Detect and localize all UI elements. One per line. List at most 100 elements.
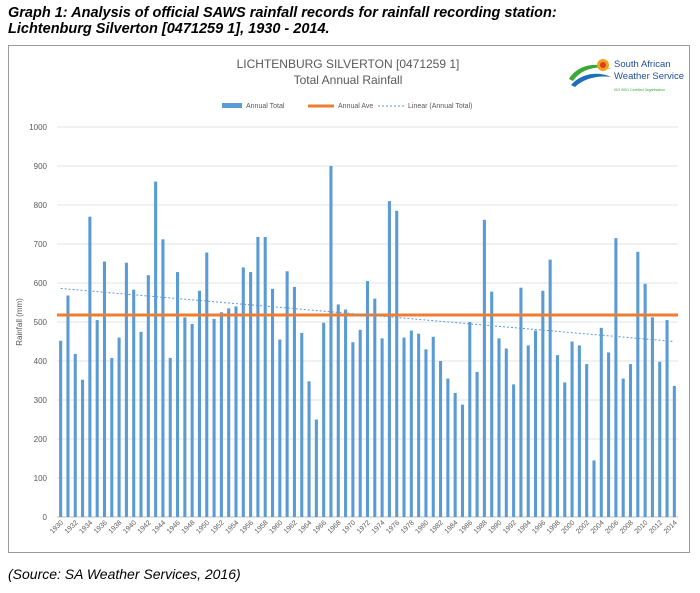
legend-label-linear: Linear (Annual Total)	[408, 103, 472, 110]
x-tick-label: 1936	[93, 519, 109, 535]
x-tick-label: 1944	[151, 519, 167, 535]
bar	[563, 382, 567, 517]
x-tick-label: 2010	[634, 519, 650, 535]
bar	[475, 371, 479, 517]
y-tick-label: 100	[34, 474, 48, 483]
bar	[665, 320, 669, 517]
saws-logo: South African Weather Service ISO 9001 C…	[569, 59, 684, 92]
x-tick-label: 1986	[458, 519, 474, 535]
bar	[132, 289, 136, 517]
bar	[146, 275, 150, 517]
x-tick-label: 1954	[224, 519, 240, 535]
bar	[161, 239, 165, 517]
bar	[373, 298, 377, 517]
x-tick-label: 1934	[78, 519, 94, 535]
bar	[490, 291, 494, 517]
logo-line-1: South African	[614, 59, 671, 70]
x-tick-label: 2012	[648, 519, 664, 535]
logo-swoosh-green-icon	[569, 64, 611, 81]
bar	[263, 236, 267, 518]
bar	[81, 379, 85, 517]
y-tick-labels: 0 100 200 300 400 500 600 700 800 900 1000	[29, 123, 47, 522]
bar	[154, 181, 158, 517]
x-tick-label: 1972	[356, 519, 372, 535]
bar	[541, 290, 545, 517]
bar	[73, 353, 77, 517]
x-tick-label: 1978	[400, 519, 416, 535]
legend-label-annual-total: Annual Total	[246, 103, 285, 110]
bar	[124, 262, 128, 517]
bar	[570, 341, 574, 517]
x-tick-label: 2004	[590, 519, 606, 535]
x-tick-label: 2002	[575, 519, 591, 535]
caption-line-2: Lichtenburg Silverton [0471259 1], 1930 …	[8, 21, 330, 37]
bar	[344, 309, 348, 517]
x-tick-label: 1988	[473, 519, 489, 535]
logo-sun-core-icon	[600, 62, 606, 68]
bar	[424, 349, 428, 517]
bar	[555, 355, 559, 517]
bar	[285, 271, 289, 517]
bar	[453, 392, 457, 517]
linear-trend-line	[60, 287, 675, 342]
chart-subtitle: Total Annual Rainfall	[294, 73, 403, 87]
bar	[292, 286, 296, 517]
bar	[110, 357, 114, 517]
x-tick-label: 1962	[283, 519, 299, 535]
caption-line-1: Graph 1: Analysis of official SAWS rainf…	[8, 5, 557, 21]
x-tick-label: 1932	[64, 519, 80, 535]
bar	[139, 331, 143, 517]
bar	[431, 336, 435, 517]
legend-label-annual-ave: Annual Ave	[338, 103, 373, 110]
x-tick-label: 1942	[137, 519, 153, 535]
x-tick-label: 1956	[239, 519, 255, 535]
x-tick-label: 1938	[108, 519, 124, 535]
x-tick-label: 1964	[298, 519, 314, 535]
bar	[256, 236, 260, 518]
bar	[329, 166, 333, 517]
figure-caption: Graph 1: Analysis of official SAWS rainf…	[8, 5, 688, 37]
logo-line-2: Weather Service	[614, 71, 684, 82]
bar	[88, 216, 92, 517]
bar	[176, 272, 180, 517]
y-tick-label: 400	[34, 357, 48, 366]
bar	[621, 378, 625, 517]
chart-frame	[8, 45, 690, 553]
bar	[117, 337, 121, 517]
source-note: (Source: SA Weather Services, 2016)	[8, 566, 241, 582]
bar	[439, 361, 443, 517]
x-tick-label: 1966	[312, 519, 328, 535]
bar	[402, 337, 406, 517]
bar	[270, 288, 275, 517]
bar	[409, 330, 413, 517]
bar	[650, 317, 654, 517]
x-tick-label: 1998	[546, 519, 562, 535]
bars	[59, 166, 676, 518]
series-lines	[57, 287, 678, 342]
bar	[234, 306, 238, 517]
bar	[395, 210, 399, 517]
bar	[417, 333, 421, 517]
x-tick-label: 1996	[531, 519, 547, 535]
x-tick-label: 1992	[502, 519, 518, 535]
bar	[278, 339, 282, 517]
bar	[672, 385, 676, 517]
x-tick-label: 1974	[371, 519, 387, 535]
bar	[468, 322, 472, 517]
x-tick-label: 1948	[181, 519, 197, 535]
bar	[607, 352, 611, 517]
x-tick-label: 2000	[561, 519, 577, 535]
bar	[446, 378, 450, 517]
bar	[66, 295, 70, 517]
legend: Annual Total Annual Ave Linear (Annual T…	[222, 103, 472, 110]
bar	[212, 318, 216, 517]
x-tick-label: 1946	[166, 519, 182, 535]
x-tick-labels: 1930193219341936193819401942194419461948…	[49, 519, 679, 535]
logo-cert: ISO 9001 Certified Organisation	[614, 88, 665, 92]
bar	[365, 281, 370, 517]
x-tick-label: 1940	[122, 519, 138, 535]
bar	[380, 338, 384, 517]
y-tick-label: 200	[34, 435, 48, 444]
bar	[482, 219, 486, 517]
bar	[314, 419, 318, 517]
